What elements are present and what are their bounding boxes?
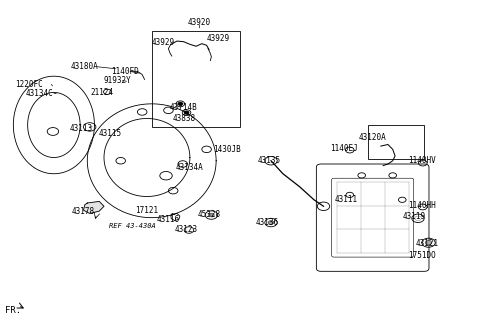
Text: 17121: 17121: [135, 206, 158, 215]
Text: 43714B: 43714B: [170, 103, 198, 112]
Bar: [152, 31, 240, 127]
Text: 1140FD: 1140FD: [110, 67, 138, 76]
Bar: [368, 125, 424, 159]
Text: 43920: 43920: [188, 18, 211, 27]
Text: 43119: 43119: [403, 212, 426, 221]
Circle shape: [178, 102, 183, 106]
Text: 43120A: 43120A: [359, 133, 386, 142]
Text: 43838: 43838: [172, 114, 195, 123]
Text: 43135: 43135: [258, 156, 281, 165]
Circle shape: [425, 240, 432, 245]
Circle shape: [208, 213, 214, 217]
Text: REF 43-430A: REF 43-430A: [109, 223, 156, 229]
Circle shape: [268, 221, 274, 224]
Text: 1140HV: 1140HV: [408, 155, 436, 165]
Text: 43111: 43111: [335, 195, 358, 204]
Text: 1220FC: 1220FC: [15, 80, 43, 89]
Circle shape: [184, 111, 189, 114]
Text: 1430JB: 1430JB: [213, 145, 240, 154]
Polygon shape: [84, 201, 104, 214]
Text: 1751DO: 1751DO: [408, 251, 436, 259]
Text: 43929: 43929: [207, 34, 230, 43]
Text: FR.: FR.: [5, 306, 22, 315]
Text: 43929: 43929: [152, 37, 175, 47]
Text: 1140EJ: 1140EJ: [330, 144, 358, 153]
Text: 43123: 43123: [175, 225, 198, 234]
Text: 43178: 43178: [72, 207, 95, 215]
Text: 1140HH: 1140HH: [408, 201, 436, 210]
Text: 43121: 43121: [416, 239, 439, 248]
Text: 43136: 43136: [256, 218, 279, 227]
Text: 43116: 43116: [157, 215, 180, 224]
Text: 43134C: 43134C: [26, 89, 53, 98]
Text: 43134A: 43134A: [176, 163, 204, 172]
Text: 43180A: 43180A: [71, 62, 99, 71]
Text: 43113: 43113: [70, 124, 93, 133]
Text: 91932Y: 91932Y: [103, 75, 131, 85]
Text: 45328: 45328: [197, 210, 220, 219]
Text: 21124: 21124: [90, 88, 113, 97]
Text: 43115: 43115: [98, 129, 122, 138]
